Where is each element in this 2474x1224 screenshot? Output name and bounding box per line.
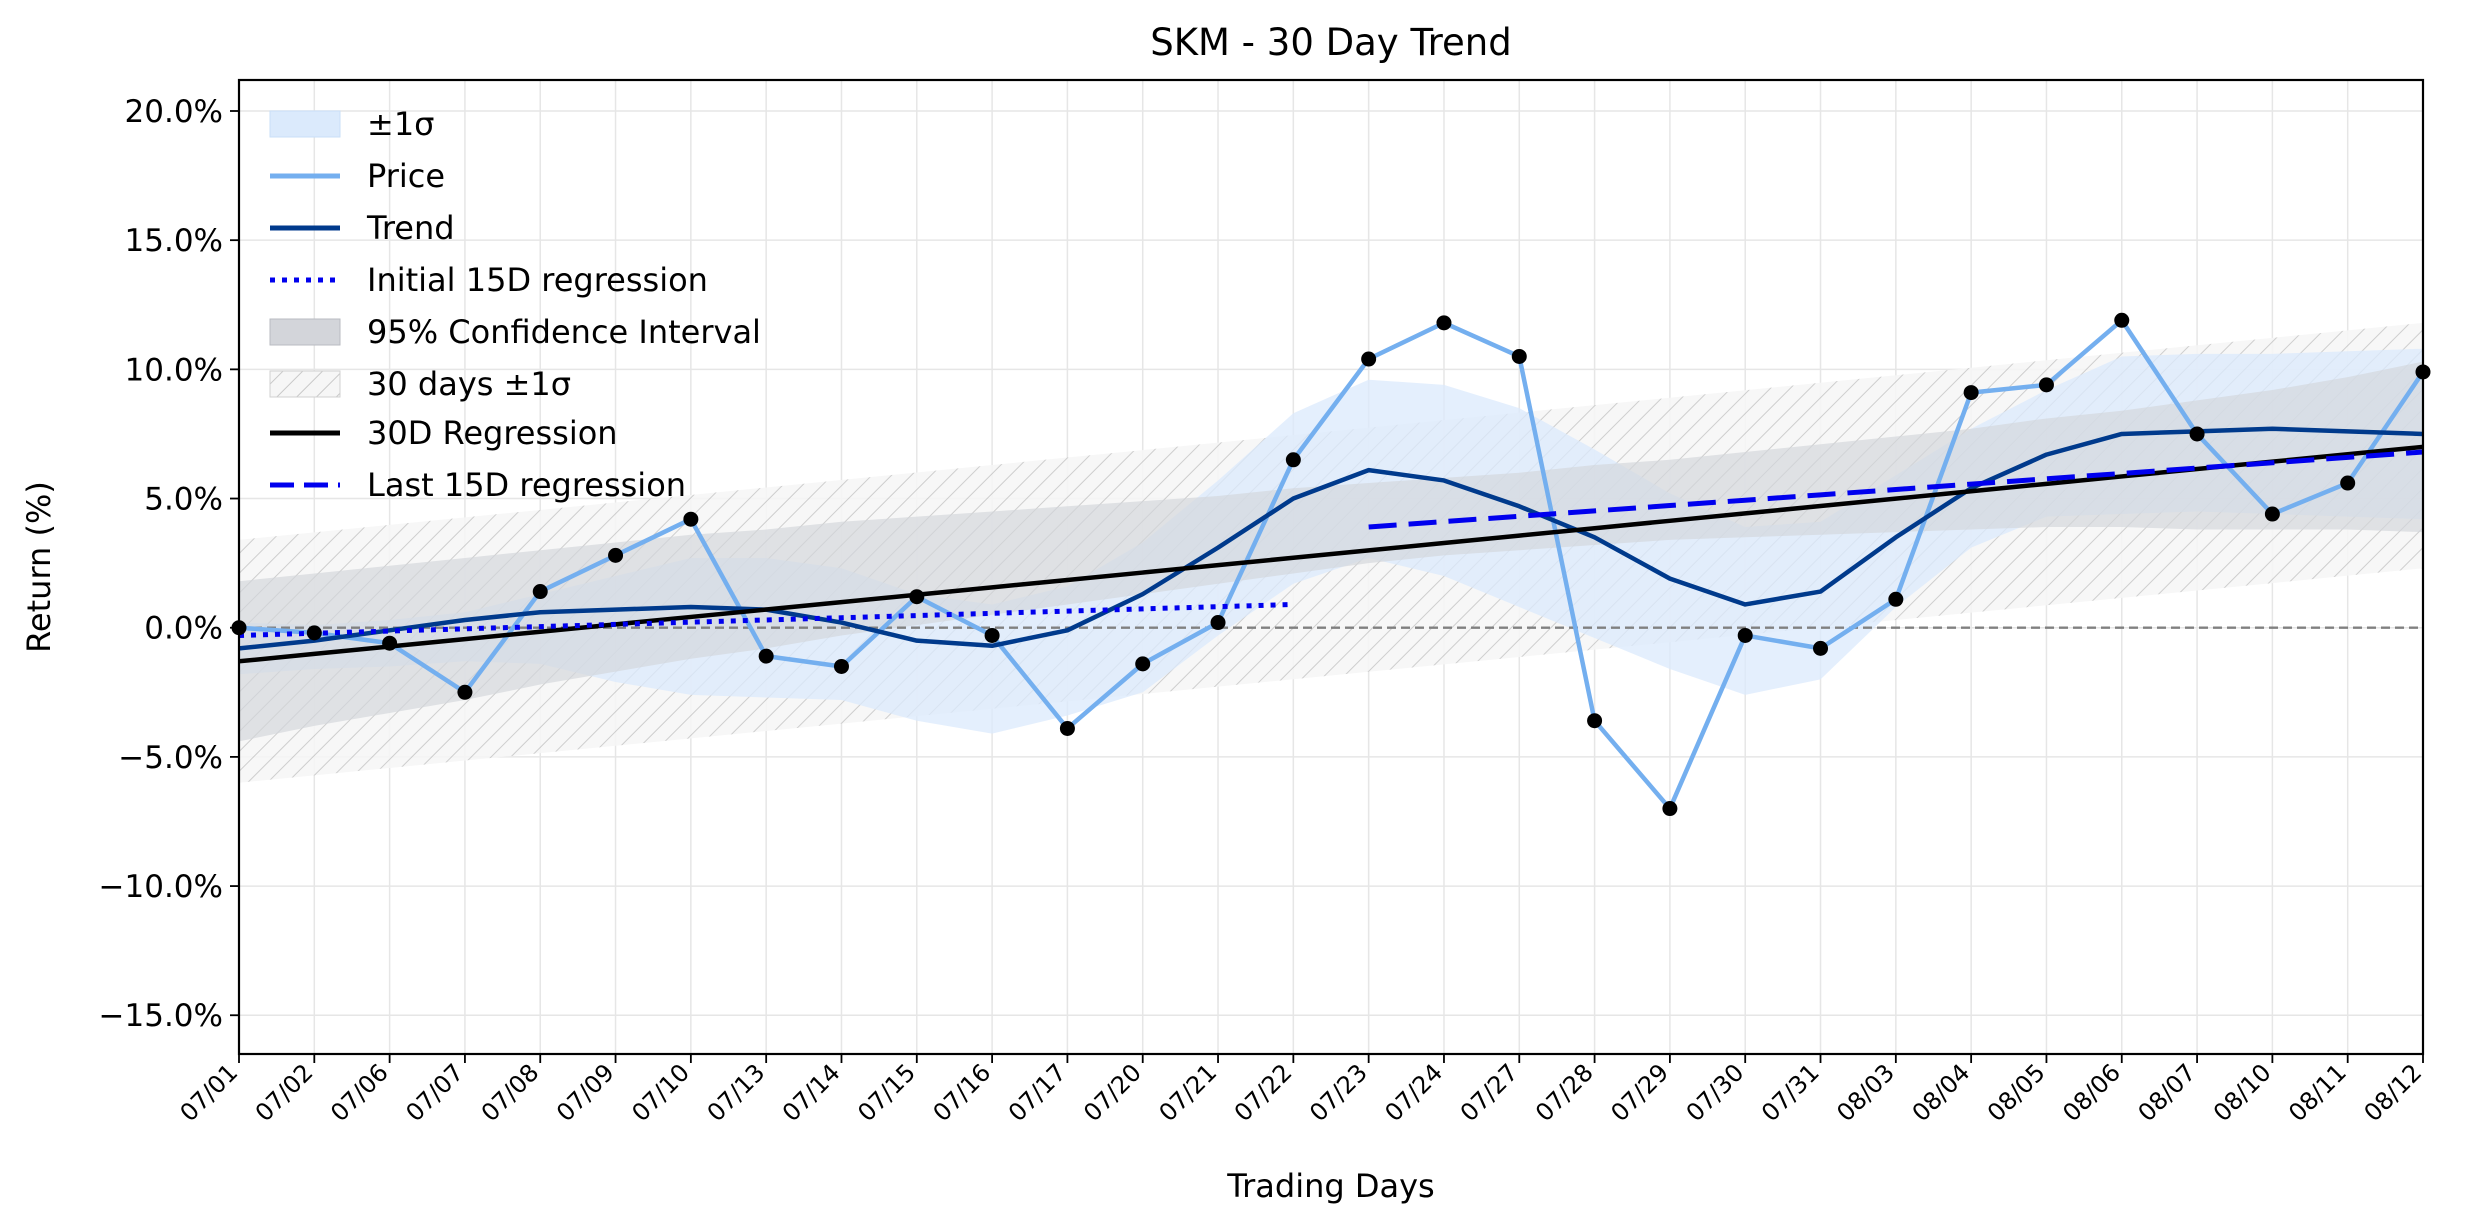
band-confidence-interval	[239, 361, 2423, 742]
price-point	[382, 635, 398, 651]
legend-label-trend: Trend	[366, 209, 455, 247]
price-point	[608, 547, 624, 563]
y-axis-label: Return (%)	[20, 481, 58, 653]
price-point	[2038, 377, 2054, 393]
price-point	[1511, 348, 1527, 364]
price-point	[2189, 426, 2205, 442]
price-point	[457, 684, 473, 700]
legend-swatch-30d-sigma	[269, 370, 341, 398]
series-lines	[239, 318, 2423, 811]
price-point	[2114, 312, 2130, 328]
series-price-line	[239, 318, 2423, 811]
chart-title: SKM - 30 Day Trend	[1150, 21, 1511, 64]
legend-label-price: Price	[367, 157, 445, 195]
y-tick-label: 10.0%	[125, 352, 223, 388]
price-point	[532, 584, 548, 600]
legend-swatch-confidence-interval	[269, 318, 341, 346]
price-point	[1737, 627, 1753, 643]
series-initial-regression	[239, 601, 1294, 638]
price-point	[1963, 385, 1979, 401]
plot-frame	[237, 78, 2425, 1056]
price-points	[231, 312, 2431, 817]
series-trend-line	[239, 426, 2423, 651]
legend-label-initial-regression: Initial 15D regression	[367, 261, 708, 299]
price-point	[758, 648, 774, 664]
x-axis-label: Trading Days	[1226, 1167, 1434, 1205]
y-tick-label: −10.0%	[99, 869, 223, 905]
price-point	[2340, 475, 2356, 491]
price-point	[1285, 452, 1301, 468]
price-point	[1436, 315, 1452, 331]
legend-label-confidence-interval: 95% Confidence Interval	[367, 313, 761, 351]
price-point	[1813, 640, 1829, 656]
y-tick-label: 0.0%	[144, 611, 223, 647]
price-point	[833, 658, 849, 674]
y-tick-label: −15.0%	[99, 998, 223, 1034]
price-point	[306, 625, 322, 641]
legend: ±1σ Price Trend Initial 15D regression 9…	[269, 105, 761, 504]
y-tick-label: 5.0%	[144, 482, 223, 518]
legend-label-last-regression: Last 15D regression	[367, 466, 686, 504]
price-point	[1135, 656, 1151, 672]
price-point	[1587, 713, 1603, 729]
y-tick-label: 20.0%	[125, 94, 223, 130]
legend-label-30d-regression: 30D Regression	[367, 414, 618, 452]
price-point	[909, 589, 925, 605]
price-point	[683, 511, 699, 527]
series-last-regression	[1368, 449, 2423, 530]
price-point	[1210, 615, 1226, 631]
price-point	[984, 627, 1000, 643]
price-point	[1888, 591, 1904, 607]
legend-label-sigma-band: ±1σ	[367, 105, 434, 143]
legend-swatch-sigma-band	[269, 110, 341, 138]
price-point	[2264, 506, 2280, 522]
price-point	[1662, 801, 1678, 817]
price-point	[1059, 720, 1075, 736]
legend-label-30d-sigma: 30 days ±1σ	[367, 365, 571, 403]
y-tick-label: 15.0%	[125, 223, 223, 259]
y-tick-label: −5.0%	[118, 740, 223, 776]
price-point	[1361, 351, 1377, 367]
